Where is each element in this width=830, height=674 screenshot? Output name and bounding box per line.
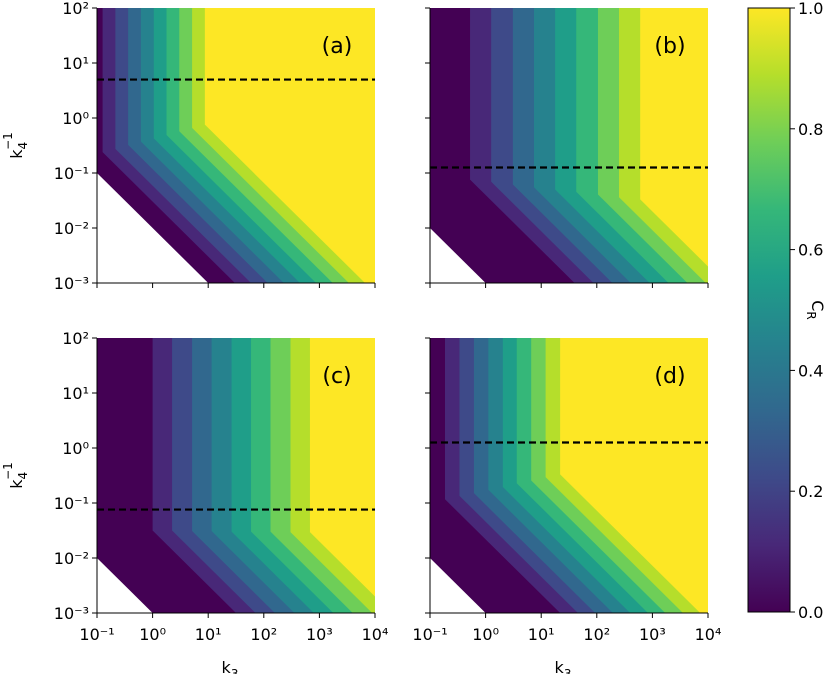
y-tick-label: 10⁻³ <box>54 604 89 623</box>
y-tick-label: 10⁻¹ <box>54 164 89 183</box>
y-tick-label: 10⁰ <box>62 109 89 128</box>
y-axis-label: k4−1 <box>1 132 30 159</box>
colorbar-tick-label: 0.4 <box>798 361 823 380</box>
y-tick-label: 10² <box>62 0 89 18</box>
contour-band <box>640 8 708 267</box>
x-axis-label: k3 <box>222 658 239 674</box>
x-tick-label: 10² <box>583 625 610 644</box>
colorbar-tick-label: 0.8 <box>798 120 823 139</box>
x-axis-label-sub: 3 <box>231 667 239 674</box>
y-tick-label: 10⁻² <box>54 219 89 238</box>
x-tick-label: 10⁰ <box>139 625 166 644</box>
x-axis-label-base: k <box>222 658 232 674</box>
panel-label: (d) <box>654 364 685 389</box>
x-tick-label: 10⁰ <box>472 625 499 644</box>
colorbar-tick-label: 0.6 <box>798 241 823 260</box>
y-tick-label: 10⁰ <box>62 439 89 458</box>
contour-band <box>204 8 375 283</box>
undefined-region <box>97 558 153 613</box>
y-tick-label: 10⁻² <box>54 549 89 568</box>
y-axis-label-sup: −1 <box>1 132 15 150</box>
x-tick-label: 10¹ <box>528 625 555 644</box>
y-axis-label-base: k <box>7 479 26 489</box>
panel-label: (a) <box>322 34 353 59</box>
colorbar-tick-label: 0.2 <box>798 482 823 501</box>
contour-band <box>309 338 375 597</box>
y-tick-label: 10¹ <box>62 384 89 403</box>
y-axis-label-sup: −1 <box>1 462 15 480</box>
panel-label: (b) <box>654 34 685 59</box>
x-tick-label: 10⁴ <box>362 625 389 644</box>
x-axis-label-base: k <box>555 658 565 674</box>
x-tick-label: 10³ <box>639 625 666 644</box>
x-tick-label: 10⁻¹ <box>412 625 447 644</box>
colorbar-tick-label: 1.0 <box>798 0 823 18</box>
contour-band <box>560 338 708 613</box>
x-axis-label: k3 <box>555 658 572 674</box>
x-tick-label: 10⁻¹ <box>79 625 114 644</box>
colorbar <box>747 7 791 613</box>
y-axis-label-base: k <box>7 149 26 159</box>
panel <box>97 338 375 613</box>
colorbar-label-sub: R <box>804 311 818 319</box>
y-axis-label-sub: 4 <box>16 472 30 480</box>
x-axis-label-sub: 3 <box>564 667 572 674</box>
y-tick-label: 10² <box>62 329 89 348</box>
x-tick-label: 10⁴ <box>695 625 722 644</box>
colorbar-label-base: C <box>808 300 827 311</box>
y-axis-label: k4−1 <box>1 462 30 489</box>
y-axis-label-sub: 4 <box>16 142 30 150</box>
y-tick-label: 10¹ <box>62 54 89 73</box>
undefined-region <box>430 558 486 613</box>
colorbar-tick-label: 0.0 <box>798 603 823 622</box>
panel <box>430 338 708 613</box>
colorbar-label: CR <box>804 300 827 320</box>
x-tick-label: 10¹ <box>195 625 222 644</box>
panel <box>97 8 375 283</box>
x-tick-label: 10³ <box>306 625 333 644</box>
y-tick-label: 10⁻³ <box>54 274 89 293</box>
undefined-region <box>97 173 209 283</box>
undefined-region <box>430 228 486 283</box>
y-tick-label: 10⁻¹ <box>54 494 89 513</box>
panel-label: (c) <box>322 364 351 389</box>
panel <box>430 8 708 283</box>
x-tick-label: 10² <box>250 625 277 644</box>
